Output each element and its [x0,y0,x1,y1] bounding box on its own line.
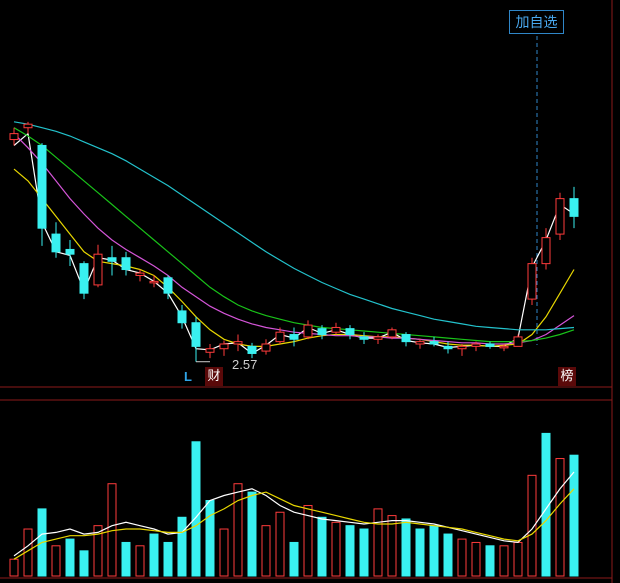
candle-body [121,257,131,271]
earnings-badge: 财 [205,367,223,386]
candle-body [79,263,89,294]
volume-bar [247,491,257,577]
price-panel [9,121,579,363]
candle-body [359,336,369,340]
volume-bar [555,458,565,577]
volume-bar [289,541,299,577]
volume-bar [191,441,201,577]
volume-ma-line-1 [13,471,575,557]
volume-bar [513,541,523,577]
volume-bar [79,550,89,577]
volume-bar [261,525,271,577]
candle-body [555,198,565,235]
volume-ma-line-2 [13,488,575,560]
candle-body [65,248,75,255]
volume-bar [429,525,439,577]
volume-bar [359,528,369,577]
candle-body [37,144,47,229]
volume-bar [9,558,19,577]
candle-body [233,341,243,345]
low-point-value: 2.57 [232,357,258,372]
volume-bar [65,538,75,577]
candle-body [107,257,117,262]
volume-bar [457,538,467,577]
low-point-flag: L [184,369,192,384]
volume-bar [387,515,397,577]
candle-body [289,334,299,340]
candle-body [247,345,257,354]
volume-bar [219,528,229,577]
volume-bar [541,432,551,577]
volume-bar [499,545,509,577]
volume-bar [135,545,145,577]
candle-body [541,237,551,265]
volume-bar [163,541,173,577]
candle-body [471,343,481,347]
candle-body [513,336,523,347]
volume-bar [303,505,313,577]
candle-body [23,123,33,129]
add-to-watchlist-button[interactable]: 加自选 [509,10,564,34]
candle-body [317,328,327,336]
candle-body [373,336,383,340]
candle-body [93,253,103,286]
volume-bar [527,474,537,577]
volume-bar [149,533,159,577]
volume-bar [233,483,243,577]
volume-bar [51,545,61,577]
candle-body [9,133,19,141]
candle-body [443,345,453,350]
candle-body [261,343,271,352]
price-ma-line-1 [13,132,575,355]
candle-body [51,233,61,253]
candle-body [429,341,439,345]
candle-body [331,326,341,333]
candle-body [457,345,467,350]
candle-body [303,324,313,338]
volume-bar [317,516,327,577]
volume-bar [443,533,453,577]
candle-body [275,331,285,343]
candle-body [191,322,201,347]
candle-body [177,310,187,324]
volume-bar [121,541,131,577]
candle-body [345,328,355,336]
volume-bar [485,545,495,577]
price-ma-line-5 [13,121,575,331]
candle-body [499,345,509,349]
candle-body [387,329,397,338]
candle-body [149,280,159,284]
volume-bar [345,525,355,577]
volume-bar [331,521,341,577]
candle-body [527,263,537,300]
candle-body [219,343,229,350]
price-ma-line-4 [13,127,575,343]
candle-body [485,343,495,347]
price-ma-line-3 [13,133,575,345]
candle-body [415,341,425,345]
candle-body [401,334,411,343]
volume-bar [205,500,215,577]
billboard-badge: 榜 [558,367,576,386]
volume-bar [373,508,383,577]
volume-bar [275,511,285,577]
volume-bar [93,525,103,577]
volume-bar [415,528,425,577]
volume-bar [177,516,187,577]
candle-body [569,198,579,217]
candle-body [163,277,173,294]
volume-bar [471,541,481,577]
volume-bar [401,518,411,577]
volume-panel [9,432,579,577]
candle-body [205,348,215,353]
candle-body [135,272,145,276]
volume-bar [569,454,579,577]
